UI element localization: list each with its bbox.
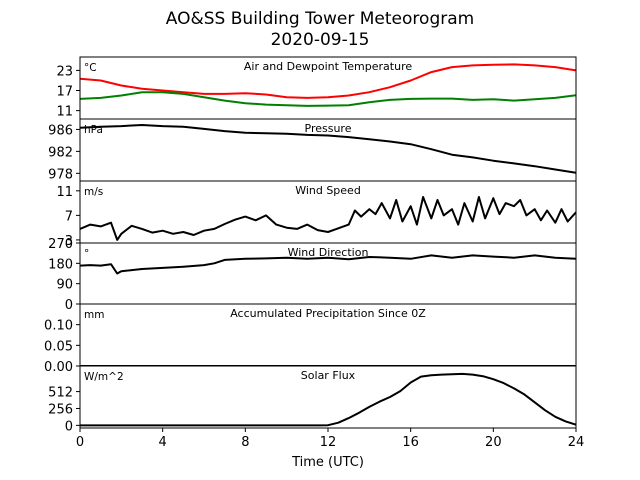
x-tick-label-2: 8 — [241, 435, 249, 450]
chart-title-line1: AO&SS Building Tower Meteorogram — [166, 9, 474, 29]
panel-temp: 11 17 23 °C Air and Dewpoint Temperature — [56, 56, 577, 120]
series-line-solar-0 — [80, 372, 576, 427]
panel-wind_speed: 3 7 11 m/s Wind Speed — [56, 180, 577, 249]
y-tick-label-pressure-0: 978 — [48, 167, 73, 182]
y-tick-label-solar-1: 256 — [48, 402, 73, 417]
x-tick-label-5: 20 — [485, 435, 502, 450]
x-tick-label-4: 16 — [402, 435, 419, 450]
series-line-temp-0 — [80, 63, 576, 99]
x-tick-label-3: 12 — [320, 435, 337, 450]
y-tick-label-solar-0: 0 — [65, 419, 73, 434]
panel-title-wind_direction: Wind Direction — [288, 246, 369, 259]
series-line-pressure-0 — [80, 124, 576, 174]
series-line-temp-1 — [80, 91, 576, 107]
y-tick-label-wind_direction-0: 0 — [65, 298, 73, 313]
x-axis-label: Time (UTC) — [291, 455, 364, 470]
panel-unit-solar: W/m^2 — [84, 371, 124, 383]
y-tick-label-wind_speed-2: 11 — [56, 185, 73, 200]
x-tick-label-1: 4 — [159, 435, 167, 450]
panel-title-solar: Solar Flux — [301, 369, 356, 382]
panel-pressure: 978 982 986 hPa Pressure — [48, 118, 577, 182]
y-tick-label-solar-2: 512 — [48, 386, 73, 401]
y-tick-label-temp-1: 17 — [56, 85, 73, 100]
y-tick-label-pressure-1: 982 — [48, 145, 73, 160]
panel-unit-wind_direction: ° — [84, 248, 89, 260]
y-tick-label-wind_direction-2: 180 — [48, 257, 73, 272]
x-tick-label-6: 24 — [568, 435, 585, 450]
y-tick-label-wind_direction-3: 270 — [48, 237, 73, 252]
y-tick-label-wind_direction-1: 90 — [56, 278, 73, 293]
y-tick-label-temp-0: 11 — [56, 105, 73, 120]
panel-title-pressure: Pressure — [305, 122, 352, 135]
y-tick-label-wind_speed-1: 7 — [65, 209, 73, 224]
panel-unit-pressure: hPa — [84, 124, 103, 136]
x-tick-label-0: 0 — [76, 435, 84, 450]
series-line-wind_speed-0 — [80, 196, 576, 241]
panel-title-precip: Accumulated Precipitation Since 0Z — [230, 307, 426, 320]
chart-title-line2: 2020-09-15 — [271, 30, 370, 50]
panel-unit-wind_speed: m/s — [84, 186, 103, 198]
y-tick-label-precip-0: 0.00 — [44, 360, 73, 375]
panel-precip: 0.00 0.05 0.10 mm Accumulated Precipitation … — [44, 303, 577, 375]
panel-unit-precip: mm — [84, 309, 104, 321]
y-tick-label-precip-2: 0.10 — [44, 319, 73, 334]
y-tick-label-precip-1: 0.05 — [44, 339, 73, 354]
panel-unit-temp: °C — [84, 62, 97, 74]
panel-wind_direction: 0 90 180 270 ° Wind Direction — [48, 237, 577, 313]
panel-title-temp: Air and Dewpoint Temperature — [244, 60, 412, 73]
y-tick-label-temp-2: 23 — [56, 64, 73, 79]
series-line-wind_direction-0 — [80, 254, 576, 275]
x-axis: 0 4 8 12 16 20 24 — [76, 428, 584, 450]
y-tick-label-pressure-2: 986 — [48, 123, 73, 138]
y-tick-label-wind_speed-0: 3 — [65, 234, 73, 249]
panel-title-wind_speed: Wind Speed — [295, 184, 361, 197]
